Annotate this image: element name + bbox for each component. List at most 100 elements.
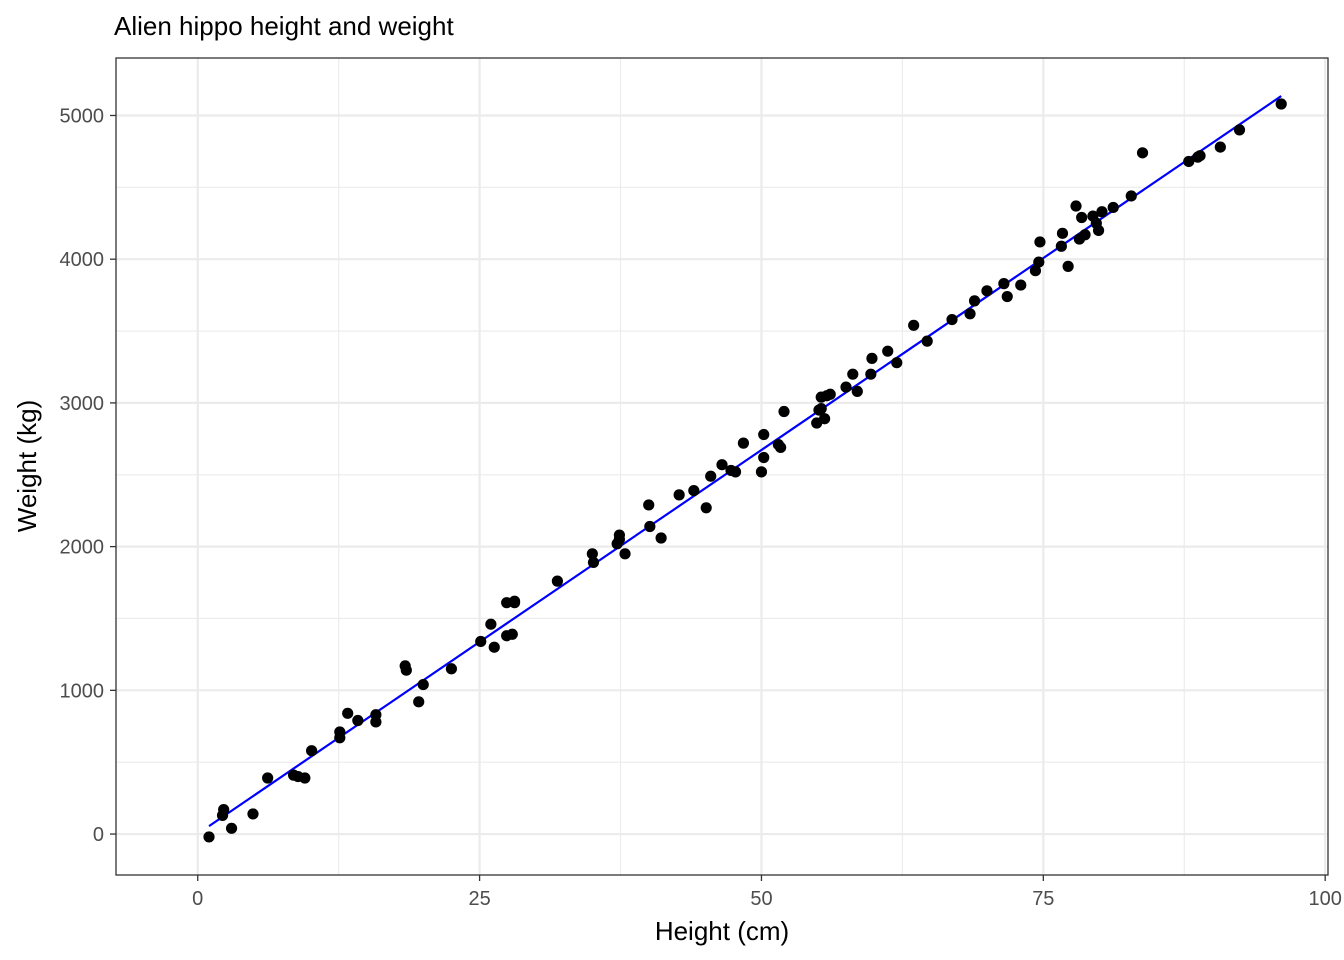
data-point [1033, 256, 1045, 268]
data-point [1125, 190, 1137, 202]
y-tick-label: 2000 [60, 537, 105, 559]
data-point [644, 520, 656, 533]
points-layer [203, 98, 1287, 843]
data-point [815, 403, 827, 415]
data-point [619, 548, 631, 560]
data-point [673, 489, 685, 501]
data-point [400, 664, 412, 676]
data-point [413, 696, 425, 708]
data-point [1275, 98, 1287, 110]
data-point [488, 641, 500, 653]
x-tick-label: 50 [750, 888, 772, 910]
data-point [551, 575, 563, 587]
y-tick-label: 4000 [60, 249, 105, 271]
data-point [1092, 224, 1105, 237]
data-point [203, 831, 215, 843]
data-point [882, 345, 894, 357]
data-point [964, 308, 976, 320]
data-point [921, 335, 933, 347]
data-point [778, 405, 790, 418]
data-point [688, 484, 700, 497]
data-point [775, 441, 787, 454]
data-point [866, 352, 878, 364]
data-point [716, 459, 728, 471]
data-point [1183, 155, 1195, 168]
data-point [1076, 211, 1088, 224]
data-point [508, 595, 521, 607]
data-point [1107, 201, 1119, 214]
data-point [613, 533, 626, 546]
data-point [417, 678, 429, 691]
data-point [998, 278, 1010, 290]
data-point [865, 368, 877, 380]
data-point [700, 502, 712, 514]
x-tick-label: 75 [1032, 888, 1054, 910]
panel [115, 57, 1329, 876]
data-point [1136, 147, 1149, 159]
grid-minor [116, 58, 1328, 875]
data-point [1056, 227, 1069, 239]
data-point [655, 532, 667, 544]
fit-line [208, 95, 1282, 828]
data-point [247, 808, 259, 820]
data-point [818, 413, 831, 425]
data-point [851, 385, 863, 398]
data-point [981, 285, 993, 297]
data-point [968, 295, 981, 307]
data-point [342, 707, 354, 719]
y-tick-label: 5000 [60, 105, 105, 127]
data-point [908, 319, 920, 331]
fit-line-layer [208, 95, 1282, 828]
x-tick-label: 25 [468, 888, 490, 910]
x-axis-title: Height (cm) [655, 916, 789, 946]
data-point [485, 618, 497, 630]
data-point [445, 663, 458, 675]
data-point [1029, 265, 1042, 277]
data-point [299, 772, 311, 784]
data-point [1096, 206, 1108, 218]
data-point [306, 745, 318, 757]
y-axis: 0 1000 2000 3000 4000 5000 [60, 105, 116, 846]
data-point [587, 556, 600, 569]
data-point [1233, 124, 1246, 136]
x-axis: 0 25 50 75 100 [192, 875, 1342, 910]
data-point [370, 709, 382, 721]
data-point [225, 822, 238, 834]
y-tick-label: 1000 [60, 680, 105, 702]
data-point [705, 470, 717, 482]
data-point [1062, 260, 1074, 272]
data-point [334, 726, 346, 738]
y-tick-label: 0 [93, 824, 104, 846]
data-point [1079, 229, 1091, 241]
data-point [475, 635, 487, 648]
data-point [1055, 240, 1067, 252]
data-point [847, 368, 859, 380]
data-point [737, 437, 750, 449]
panel-border [115, 57, 1329, 876]
data-point [946, 313, 958, 326]
data-point [891, 357, 903, 369]
data-point [643, 499, 655, 511]
x-tick-label: 0 [192, 888, 203, 910]
data-point [218, 804, 230, 816]
data-point [1034, 236, 1046, 248]
data-point [755, 466, 768, 478]
data-point [758, 451, 770, 464]
data-point [1001, 290, 1013, 303]
data-point [1214, 141, 1226, 153]
data-point [1070, 200, 1082, 212]
data-point [1194, 150, 1206, 162]
data-point [824, 388, 836, 400]
data-point [758, 428, 770, 441]
chart-title: Alien hippo height and weight [114, 11, 454, 41]
x-tick-label: 100 [1308, 888, 1341, 910]
data-point [506, 628, 518, 640]
data-point [729, 466, 742, 478]
data-point [262, 772, 274, 784]
data-point [586, 548, 598, 560]
data-point [840, 381, 852, 393]
y-axis-title: Weight (kg) [12, 400, 42, 532]
data-point [1015, 279, 1027, 291]
y-tick-label: 3000 [60, 393, 105, 415]
